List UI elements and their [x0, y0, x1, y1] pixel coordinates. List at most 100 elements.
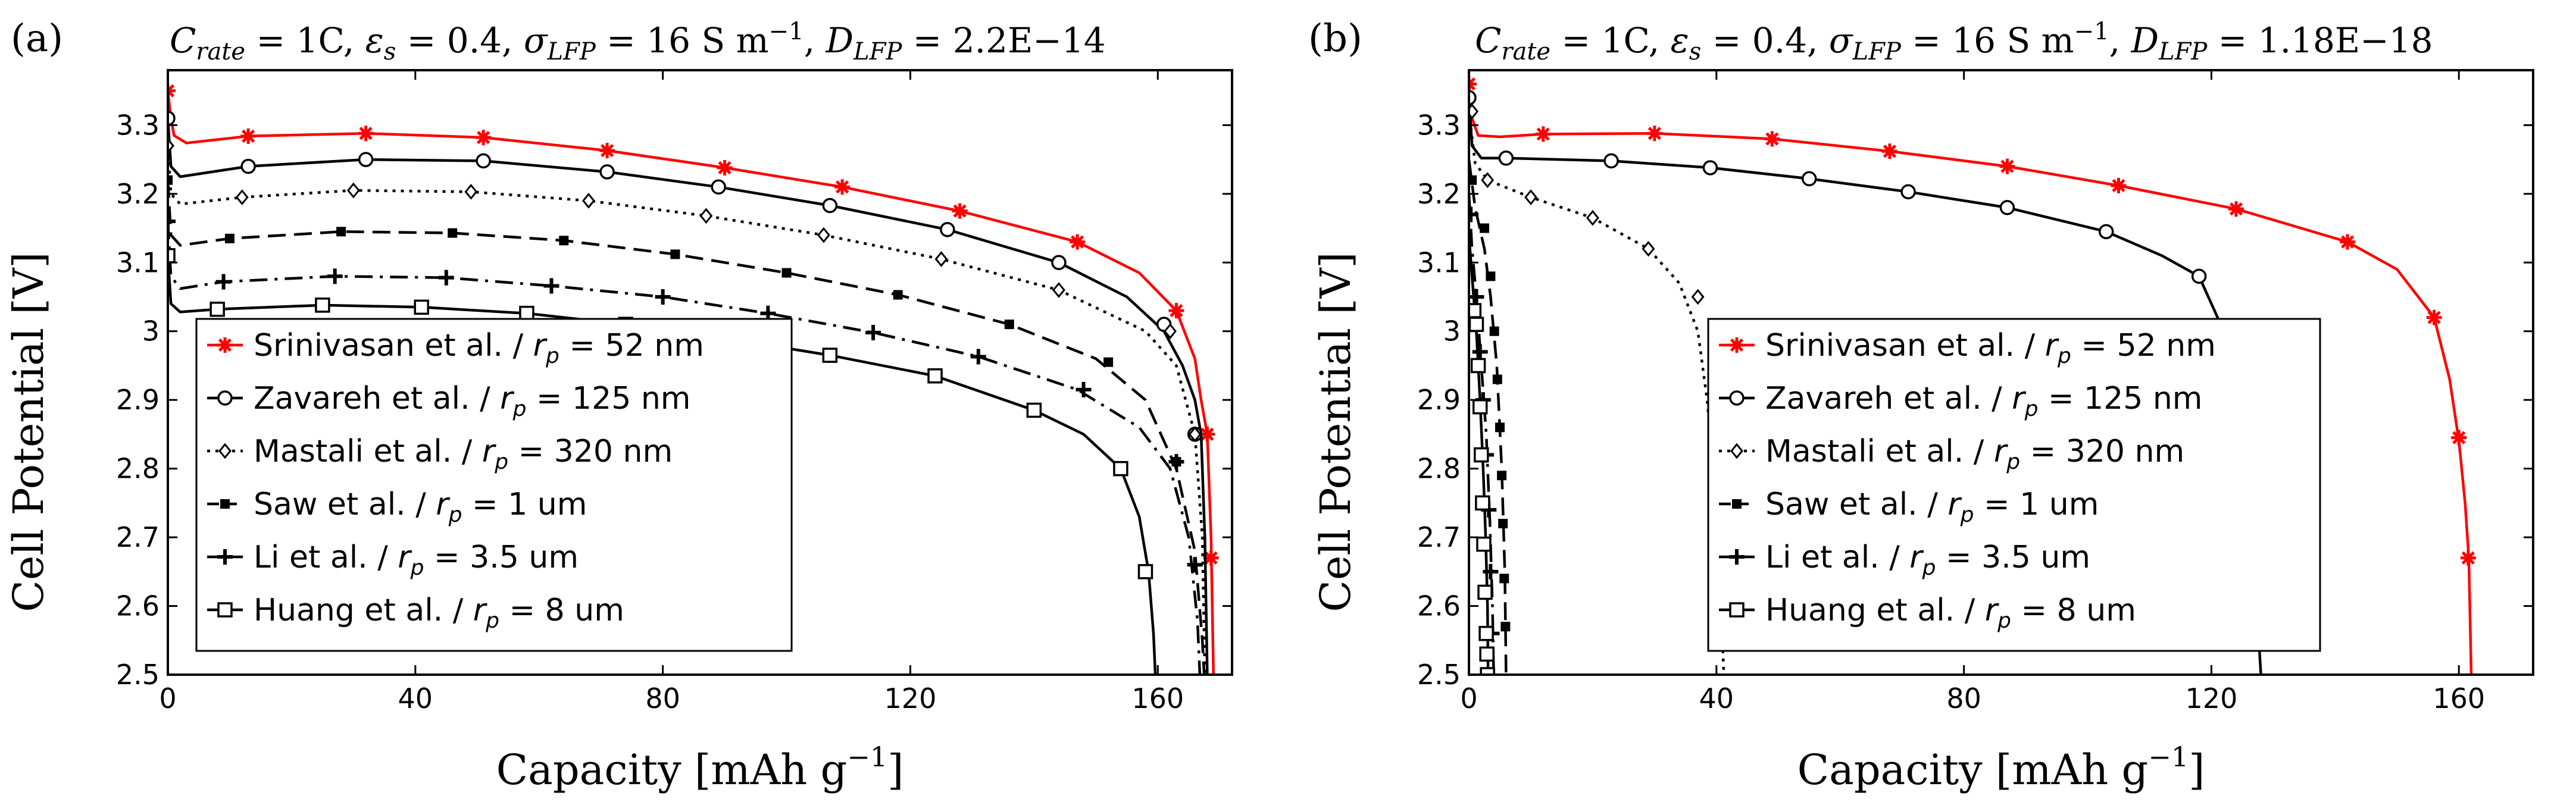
- data-point: [1500, 622, 1511, 632]
- legend-label-part: p: [2057, 344, 2071, 368]
- data-point: [1187, 557, 1203, 573]
- legend-label-part: = 320 nm: [508, 434, 673, 469]
- data-point: [1492, 374, 1502, 384]
- data-point: [168, 248, 176, 264]
- series-4: [168, 175, 1206, 675]
- data-point: [168, 83, 176, 99]
- legend-label-part: p: [494, 450, 508, 474]
- panel-a-label: (a): [11, 17, 63, 61]
- data-point: [655, 289, 671, 305]
- title-sigma-sup: −1: [2074, 18, 2109, 45]
- star-stroke: [718, 161, 731, 175]
- legend-label-part: p: [2006, 450, 2020, 474]
- data-point: [1691, 289, 1705, 305]
- legend-label-part: r: [2012, 381, 2027, 416]
- y-tick-label: 3.1: [1417, 246, 1461, 278]
- plot-frame: [167, 69, 1233, 676]
- legend-label: Mastali et al. / rp = 320 nm: [254, 434, 673, 474]
- y-tick-label: 2.6: [116, 590, 160, 622]
- data-point: [210, 302, 225, 317]
- y-tick-label: 2.7: [116, 521, 160, 553]
- data-point: [1646, 126, 1662, 142]
- star-stroke: [2000, 159, 2014, 173]
- legend-label: Srinivasan et al. / rp = 52 nm: [1765, 328, 2216, 368]
- x-tick-label: 80: [1946, 682, 1981, 715]
- legend-swatch-marker: [217, 337, 233, 353]
- data-point: [1999, 158, 2015, 174]
- legend-label-part: r: [1947, 487, 1962, 522]
- legend-label-part: Saw et al. /: [254, 487, 436, 522]
- data-point: [711, 179, 726, 195]
- legend-item: Huang et al. / rp = 8 um: [1719, 593, 2136, 633]
- data-point: [822, 198, 838, 214]
- data-point: [543, 278, 559, 294]
- title-sigma-val: = 16 S m: [596, 20, 769, 61]
- data-point: [893, 290, 903, 300]
- title-sigma-sep: ,: [2109, 20, 2131, 61]
- legend-label-part: r: [1994, 434, 2009, 469]
- series-1: [1469, 76, 2476, 675]
- legend-item: Li et al. / rp = 3.5 um: [207, 540, 579, 580]
- y-tick-label: 2.6: [1417, 590, 1461, 622]
- title-sigma-sup: −1: [769, 18, 804, 45]
- y-tick-label: 3.2: [1417, 178, 1461, 210]
- title-sigma-sep: ,: [804, 20, 826, 61]
- data-point: [1535, 126, 1551, 142]
- data-point: [438, 270, 454, 286]
- legend-swatch-marker: [217, 602, 233, 618]
- y-tick-label: 3.3: [1417, 109, 1461, 141]
- legend-label-part: p: [545, 344, 559, 368]
- data-point: [1469, 289, 1484, 305]
- xlabel-main: Capacity [mAh g: [496, 745, 848, 794]
- legend-item: Srinivasan et al. / rp = 52 nm: [207, 328, 704, 368]
- star-stroke: [953, 204, 967, 218]
- title-eps-sub: s: [384, 38, 396, 65]
- data-point: [670, 249, 680, 259]
- data-point: [1486, 271, 1496, 281]
- title-d-val: = 1.18E−18: [2207, 20, 2433, 61]
- data-point: [358, 152, 374, 167]
- title-crate-val: = 1C,: [1550, 20, 1671, 61]
- data-point: [599, 143, 615, 159]
- star-stroke: [2452, 431, 2466, 444]
- legend-swatch-marker: [1729, 549, 1745, 565]
- x-tick-label: 0: [1460, 682, 1477, 715]
- data-point: [1469, 103, 1479, 120]
- star-stroke: [1201, 427, 1214, 441]
- title-eps-sub: s: [1689, 38, 1702, 65]
- data-point: [1999, 200, 2015, 215]
- data-point: [834, 179, 851, 195]
- legend-label-part: = 125 nm: [526, 381, 690, 416]
- star-stroke: [2112, 178, 2125, 193]
- data-point: [559, 236, 569, 246]
- data-point: [1603, 153, 1619, 169]
- data-point: [1498, 519, 1508, 528]
- data-point: [952, 203, 968, 219]
- data-point: [336, 227, 346, 237]
- title-eps-var: ε: [1671, 20, 1689, 61]
- legend-box: [1707, 318, 2321, 652]
- data-point: [1472, 399, 1488, 415]
- data-point: [235, 189, 249, 205]
- title-crate-var: C: [1475, 20, 1501, 61]
- legend-label-part: Saw et al. /: [1765, 487, 1947, 522]
- star-stroke: [1469, 77, 1476, 86]
- data-point: [699, 208, 713, 224]
- title-sigma-var: σ: [1829, 20, 1853, 61]
- data-point: [717, 159, 733, 176]
- legend-label-part: Zavareh et al. /: [254, 381, 500, 416]
- data-point: [2228, 201, 2244, 217]
- data-point: [1479, 223, 1489, 233]
- series-line: [168, 118, 1209, 675]
- data-point: [1052, 282, 1065, 298]
- data-point: [1469, 206, 1479, 223]
- series-line: [168, 221, 1202, 675]
- data-point: [1051, 255, 1067, 271]
- data-point: [1498, 151, 1514, 166]
- data-point: [168, 175, 173, 185]
- data-point: [2098, 224, 2114, 240]
- data-point: [327, 268, 343, 284]
- data-point: [1168, 454, 1184, 470]
- legend-item: Zavareh et al. / rp = 125 nm: [1719, 381, 2202, 421]
- x-tick-label: 160: [2433, 682, 2485, 715]
